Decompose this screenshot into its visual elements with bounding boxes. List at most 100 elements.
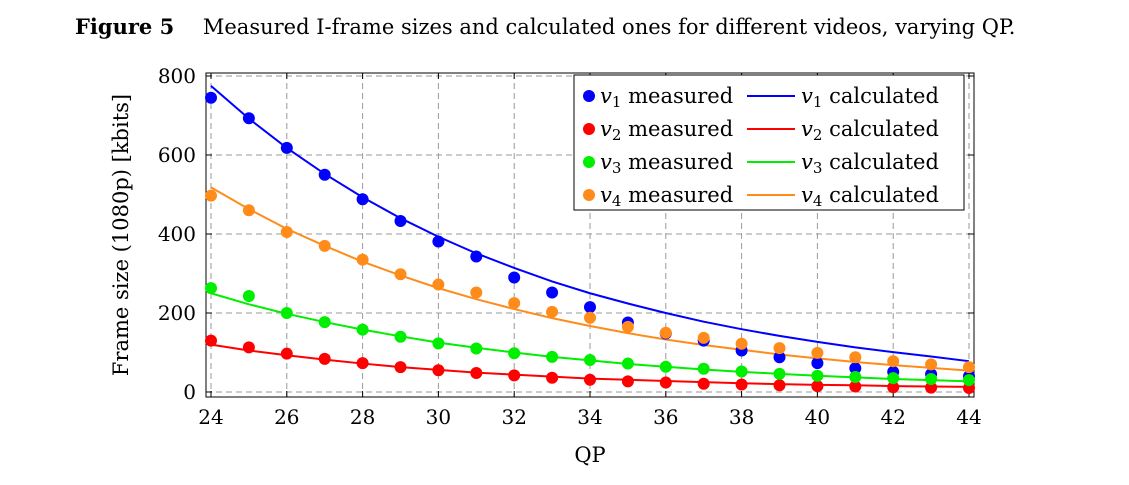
- data-point-v1-measured: [242, 112, 255, 125]
- legend-marker-v4-measured: [583, 189, 595, 201]
- y-tick-label: 600: [158, 143, 196, 167]
- data-point-v4-measured: [773, 342, 786, 355]
- data-point-v3-measured: [508, 347, 521, 360]
- y-tick-label: 0: [183, 380, 196, 404]
- data-point-v2-measured: [508, 369, 521, 382]
- data-point-v3-measured: [811, 369, 824, 382]
- y-tick-label: 400: [158, 222, 196, 246]
- data-point-v4-measured: [697, 331, 710, 344]
- x-axis-label: QP: [574, 443, 605, 467]
- legend-label: v1 calculated: [801, 84, 939, 111]
- data-point-v3-measured: [887, 372, 900, 385]
- data-point-v4-measured: [318, 239, 331, 252]
- data-point-v2-measured: [280, 347, 293, 360]
- x-tick-label: 42: [880, 405, 905, 429]
- legend-marker-v2-measured: [583, 123, 595, 135]
- data-point-v3-measured: [621, 357, 634, 370]
- data-point-v3-measured: [584, 354, 596, 367]
- data-point-v2-measured: [432, 364, 445, 377]
- data-point-v3-measured: [356, 323, 369, 336]
- data-point-v1-measured: [318, 168, 331, 181]
- y-axis-label: Frame size (1080p) [kbits]: [109, 94, 133, 376]
- figure-label: Figure 5: [75, 14, 175, 39]
- data-point-v4-measured: [280, 226, 293, 239]
- data-point-v4-measured: [584, 311, 596, 324]
- data-point-v1-measured: [205, 91, 217, 104]
- data-point-v2-measured: [925, 381, 938, 394]
- data-point-v3-measured: [205, 282, 217, 295]
- data-point-v3-measured: [773, 367, 786, 380]
- figure-caption: Figure 5 Measured I-frame sizes and calc…: [75, 14, 1015, 39]
- data-point-v2-measured: [773, 379, 786, 392]
- legend: v1 measured v2 measured v3 measured v4 meas…: [573, 74, 965, 211]
- data-point-v1-measured: [470, 250, 483, 263]
- data-point-v4-measured: [621, 320, 634, 333]
- data-point-v2-measured: [697, 377, 710, 390]
- data-point-v2-measured: [659, 376, 672, 389]
- data-point-v3-measured: [318, 316, 331, 329]
- legend-box: [573, 74, 965, 211]
- legend-marker-v1-measured: [583, 90, 595, 102]
- data-point-v1-measured: [394, 214, 407, 227]
- data-point-v4-measured: [394, 268, 407, 281]
- data-point-v3-measured: [394, 330, 407, 343]
- data-point-v4-measured: [432, 278, 445, 291]
- data-point-v4-measured: [508, 297, 521, 310]
- data-point-v2-measured: [546, 371, 559, 384]
- x-tick-label: 24: [198, 405, 223, 429]
- data-point-v2-measured: [887, 381, 900, 394]
- data-point-v1-measured: [584, 301, 596, 314]
- legend-marker-v3-measured: [583, 156, 595, 168]
- data-point-v2-measured: [470, 367, 483, 380]
- legend-label: v3 calculated: [801, 150, 939, 177]
- x-tick-label: 30: [426, 405, 451, 429]
- data-point-v3-measured: [432, 337, 445, 350]
- x-tick-label: 36: [653, 405, 678, 429]
- data-point-v4-measured: [356, 253, 369, 266]
- x-tick-label: 38: [729, 405, 754, 429]
- data-point-v4-measured: [470, 286, 483, 299]
- data-point-v2-measured: [356, 357, 369, 370]
- figure-caption-text: Measured I-frame sizes and calculated on…: [202, 15, 1016, 39]
- data-point-v4-measured: [887, 355, 900, 368]
- data-point-v1-measured: [432, 235, 445, 248]
- data-point-v1-measured: [811, 357, 824, 370]
- x-tick-label: 34: [577, 405, 602, 429]
- data-point-v3-measured: [735, 365, 748, 378]
- legend-label: v4 measured: [600, 183, 733, 210]
- x-tick-label: 44: [956, 405, 981, 429]
- data-point-v3-measured: [697, 362, 710, 375]
- data-point-v3-measured: [280, 307, 293, 319]
- data-point-v4-measured: [735, 337, 748, 350]
- y-tick-label: 800: [158, 64, 196, 88]
- data-point-v4-measured: [963, 361, 975, 374]
- x-tick-label: 28: [350, 405, 375, 429]
- series-layer: [205, 85, 975, 395]
- series-line-v1-calculated: [210, 85, 970, 363]
- legend-label: v1 measured: [600, 84, 733, 111]
- data-point-v2-measured: [621, 375, 634, 388]
- data-point-v2-measured: [205, 334, 217, 347]
- legend-label: v3 measured: [600, 150, 733, 177]
- x-axis-ticks: 24 26 28 30 32 34 36 38 40 42 44: [198, 73, 982, 429]
- x-tick-label: 26: [274, 405, 299, 429]
- data-point-v3-measured: [849, 370, 862, 383]
- data-point-v3-measured: [242, 290, 255, 303]
- legend-label: v4 calculated: [801, 183, 939, 210]
- data-point-v2-measured: [318, 352, 331, 365]
- data-point-v4-measured: [659, 326, 672, 339]
- data-point-v1-measured: [356, 193, 369, 206]
- data-point-v3-measured: [925, 372, 938, 385]
- data-point-v2-measured: [242, 341, 255, 354]
- data-point-v4-measured: [205, 189, 217, 202]
- data-point-v3-measured: [659, 360, 672, 373]
- x-tick-label: 32: [501, 405, 526, 429]
- data-point-v3-measured: [963, 374, 975, 387]
- data-point-v4-measured: [925, 358, 938, 371]
- data-point-v1-measured: [546, 286, 559, 299]
- data-point-v4-measured: [242, 204, 255, 217]
- data-point-v2-measured: [735, 378, 748, 391]
- data-point-v1-measured: [280, 141, 293, 154]
- data-point-v4-measured: [849, 351, 862, 364]
